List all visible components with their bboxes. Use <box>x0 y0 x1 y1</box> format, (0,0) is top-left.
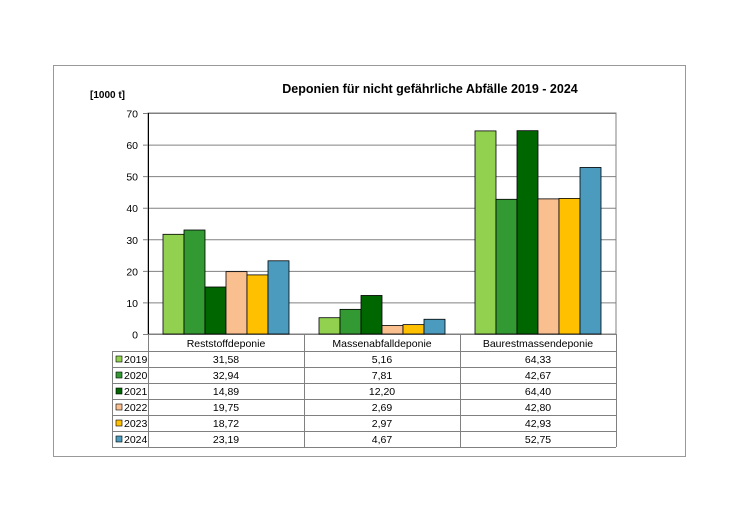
legend-label: 2020 <box>124 370 148 382</box>
data-label: 5,16 <box>372 354 393 366</box>
legend-key-2022 <box>115 403 123 411</box>
bar-2021-0 <box>204 286 227 335</box>
bar-2020-0 <box>183 229 206 335</box>
bar-2022-1 <box>381 325 404 335</box>
data-label: 18,72 <box>213 418 239 430</box>
y-tick-label: 60 <box>126 140 138 152</box>
data-label: 42,93 <box>525 418 551 430</box>
legend-label: 2024 <box>124 434 148 446</box>
data-label: 4,67 <box>372 434 393 446</box>
legend-key-2024 <box>115 435 123 443</box>
y-tick-label: 20 <box>126 266 138 278</box>
legend-label: 2023 <box>124 418 148 430</box>
bar-2023-0 <box>246 274 269 335</box>
y-tick-label: 30 <box>126 235 138 247</box>
bar-2023-1 <box>402 324 425 335</box>
data-label: 42,67 <box>525 370 551 382</box>
y-tick-label: 50 <box>126 172 138 184</box>
legend-label: 2019 <box>124 354 148 366</box>
category-label: Baurestmassendeponie <box>483 338 593 350</box>
y-axis-label: [1000 t] <box>90 90 125 101</box>
data-label: 52,75 <box>525 434 551 446</box>
data-label: 23,19 <box>213 434 239 446</box>
bar-2021-1 <box>360 295 383 335</box>
legend-label: 2022 <box>124 402 148 414</box>
legend-key-2021 <box>115 387 123 395</box>
bar-2024-0 <box>267 260 290 335</box>
bar-2019-2 <box>474 130 497 335</box>
y-tick-label: 40 <box>126 203 138 215</box>
y-tick-label: 70 <box>126 109 138 121</box>
data-label: 64,33 <box>525 354 551 366</box>
data-label: 2,69 <box>372 402 393 414</box>
bar-2024-2 <box>579 167 602 335</box>
bar-2024-1 <box>423 318 446 335</box>
y-tick-label: 0 <box>132 330 138 342</box>
bar-2023-2 <box>558 198 581 335</box>
data-label: 32,94 <box>213 370 239 382</box>
bar-2022-0 <box>225 271 248 335</box>
data-label: 42,80 <box>525 402 551 414</box>
legend-key-2020 <box>115 371 123 379</box>
bar-2019-1 <box>318 317 341 335</box>
legend-key-2023 <box>115 419 123 427</box>
bar-2019-0 <box>162 233 185 335</box>
data-label: 64,40 <box>525 386 551 398</box>
data-label: 12,20 <box>369 386 395 398</box>
bar-2021-2 <box>516 130 539 335</box>
bar-2022-2 <box>537 198 560 335</box>
data-label: 19,75 <box>213 402 239 414</box>
data-label: 31,58 <box>213 354 239 366</box>
legend-label: 2021 <box>124 386 148 398</box>
bar-2020-2 <box>495 198 518 335</box>
data-label: 7,81 <box>372 370 393 382</box>
category-label: Massenabfalldeponie <box>332 338 431 350</box>
chart-title: Deponien für nicht gefährliche Abfälle 2… <box>282 82 578 96</box>
category-label: Reststoffdeponie <box>187 338 266 350</box>
y-tick-label: 10 <box>126 298 138 310</box>
legend-key-2019 <box>115 355 123 363</box>
data-label: 14,89 <box>213 386 239 398</box>
data-label: 2,97 <box>372 418 393 430</box>
bar-2020-1 <box>339 308 362 335</box>
